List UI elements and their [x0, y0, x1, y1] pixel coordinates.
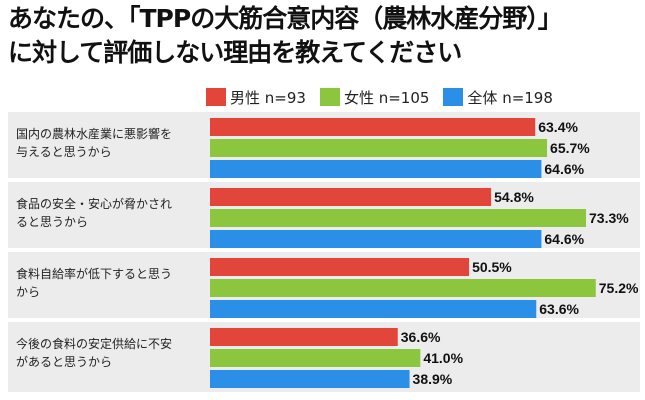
- legend-swatch-total: [443, 88, 464, 106]
- legend-item-female: 女性 n=105: [319, 87, 430, 108]
- data-label-total: 38.9%: [413, 371, 453, 387]
- category-label-line: 食品の安全・安心が脅かされ: [16, 197, 173, 211]
- bar-total: [210, 230, 542, 248]
- category-label-line: 食料自給率が低下すると思う: [16, 267, 173, 281]
- category-label-line: 今後の食料の安定供給に不安: [16, 337, 173, 351]
- data-label-male: 36.6%: [401, 329, 441, 345]
- category-label-line: から: [16, 285, 41, 299]
- chart-title: あなたの、「TPPの大筋合意内容（農林水産分野）」 に対して評価しない理由を教え…: [8, 2, 640, 70]
- bar-total: [210, 300, 537, 318]
- bar-female: [210, 349, 421, 367]
- category-label-impact: 国内の農林水産業に悪影響を 与えると思うから: [16, 125, 214, 161]
- data-label-male: 63.4%: [538, 119, 578, 135]
- group-divider: [8, 248, 640, 252]
- category-label-self-sufficiency: 食料自給率が低下すると思う から: [16, 265, 214, 301]
- group-divider: [8, 318, 640, 322]
- category-label-line: 国内の農林水産業に悪影響を: [16, 127, 173, 141]
- legend: 男性 n=93 女性 n=105 全体 n=198: [206, 86, 567, 108]
- title-line-1: あなたの、「TPPの大筋合意内容（農林水産分野）」: [8, 4, 563, 33]
- category-label-line: があると思うから: [16, 355, 113, 369]
- bar-male: [210, 188, 492, 206]
- bar-female: [210, 139, 548, 157]
- data-label-male: 50.5%: [472, 259, 512, 275]
- bar-male: [210, 328, 398, 346]
- legend-item-total: 全体 n=198: [443, 87, 553, 108]
- legend-label-male: 男性 n=93: [230, 88, 306, 107]
- legend-label-total: 全体 n=198: [467, 88, 553, 107]
- data-label-total: 63.6%: [539, 301, 579, 317]
- data-label-male: 54.8%: [494, 189, 534, 205]
- data-label-female: 65.7%: [550, 140, 590, 156]
- data-label-female: 73.3%: [589, 210, 629, 226]
- plot-area: 国内の農林水産業に悪影響を 与えると思うから 食品の安全・安心が脅かされ ると思…: [8, 112, 640, 392]
- data-label-female: 41.0%: [423, 350, 463, 366]
- bar-total: [210, 370, 410, 388]
- legend-label-female: 女性 n=105: [343, 88, 430, 107]
- bar-female: [210, 209, 587, 227]
- category-label-stable-supply: 今後の食料の安定供給に不安 があると思うから: [16, 335, 214, 371]
- bar-total: [210, 160, 542, 178]
- bar-female: [210, 279, 596, 297]
- bar-male: [210, 258, 470, 276]
- legend-item-male: 男性 n=93: [206, 87, 306, 108]
- group-divider: [8, 178, 640, 182]
- data-label-total: 64.6%: [544, 231, 584, 247]
- bar-chart: 63.4% 65.7% 64.6% 54.8% 73.3% 64.6% 50.5% 75.2%…: [210, 118, 639, 388]
- legend-swatch-female: [319, 88, 340, 106]
- data-label-total: 64.6%: [544, 161, 584, 177]
- category-label-safety: 食品の安全・安心が脅かされ ると思うから: [16, 195, 214, 231]
- bar-male: [210, 118, 536, 136]
- data-label-female: 75.2%: [599, 280, 639, 296]
- title-line-2: に対して評価しない理由を教えてください: [8, 38, 462, 67]
- category-label-line: 与えると思うから: [16, 145, 112, 159]
- category-label-line: ると思うから: [16, 215, 89, 229]
- legend-swatch-male: [206, 88, 226, 106]
